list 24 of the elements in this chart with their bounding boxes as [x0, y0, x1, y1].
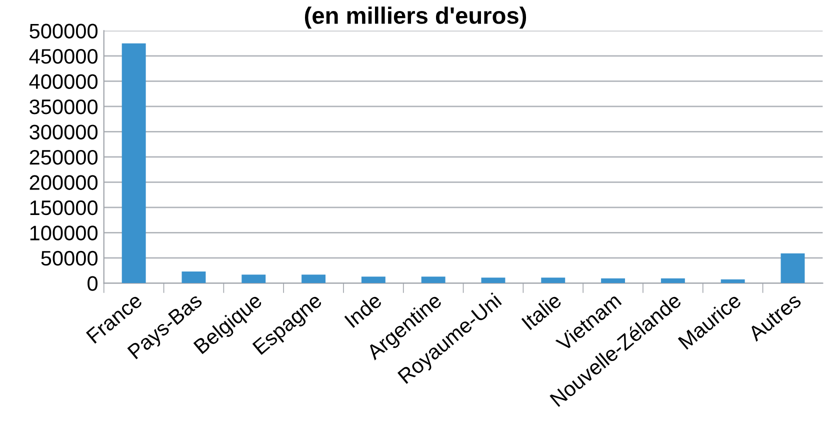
bar — [122, 43, 146, 284]
bar — [302, 274, 326, 284]
bar — [361, 276, 386, 284]
bar — [720, 279, 745, 284]
bar — [601, 278, 626, 284]
y-tick-label: 350000 — [30, 99, 98, 114]
bar — [481, 278, 506, 284]
y-tick-label: 200000 — [30, 175, 98, 190]
y-tick-label: 150000 — [30, 200, 98, 216]
y-tick-label: 100000 — [30, 226, 98, 240]
bar — [421, 276, 446, 284]
y-tick-label: 450000 — [29, 48, 98, 64]
bar — [541, 278, 566, 284]
y-tick-label: 50000 — [41, 250, 98, 266]
bar — [242, 274, 266, 284]
y-tick-label: 250000 — [30, 150, 98, 165]
bar — [660, 278, 685, 284]
y-tick-label: 500000 — [30, 24, 98, 38]
y-tick-label: 0 — [88, 276, 98, 291]
bar — [182, 272, 206, 284]
y-tick-label: 400000 — [29, 74, 98, 89]
y-tick-label: 300000 — [30, 124, 98, 140]
bar — [780, 253, 805, 284]
chart-title: (en milliers d'euros) — [304, 6, 526, 29]
